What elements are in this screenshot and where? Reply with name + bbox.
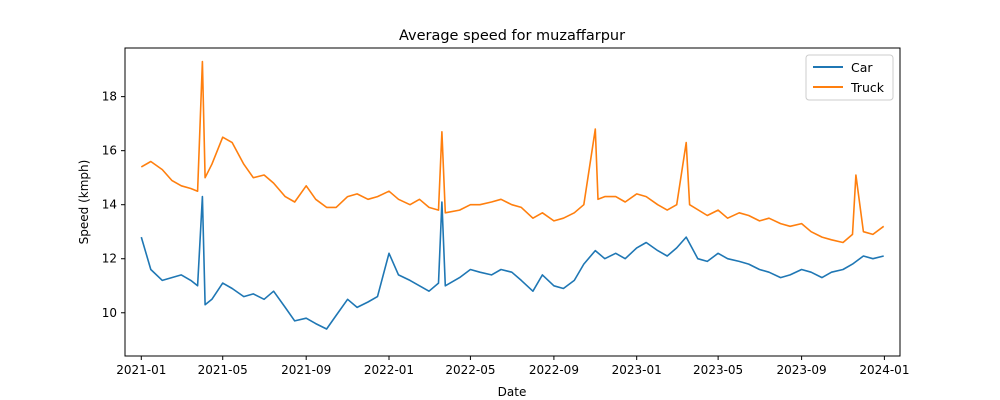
chart-title: Average speed for muzaffarpur (399, 28, 625, 44)
x-axis: 2021-01 2021-05 2021-09 2022-01 2022-05 2022-… (116, 356, 909, 377)
y-tick-label: 12 (102, 252, 117, 266)
x-tick-label: 2021-01 (116, 363, 166, 377)
x-axis-title: Date (498, 385, 527, 399)
series-line-truck (140, 60, 885, 244)
y-axis-title: Speed (kmph) (77, 160, 91, 245)
legend: Car Truck (805, 54, 894, 101)
y-tick-label: 14 (102, 198, 117, 212)
legend-label-truck: Truck (850, 80, 885, 95)
x-tick-label: 2022-05 (445, 363, 495, 377)
x-tick-label: 2021-09 (281, 363, 331, 377)
series-layer (140, 60, 885, 330)
y-tick-label: 16 (102, 144, 117, 158)
plot-frame (124, 47, 901, 357)
y-axis: 10 12 14 16 18 (102, 90, 125, 320)
series-line-car (140, 195, 884, 330)
x-tick-label: 2023-05 (693, 363, 743, 377)
x-tick-label: 2022-09 (529, 363, 579, 377)
x-tick-label: 2022-01 (364, 363, 414, 377)
legend-label-car: Car (851, 60, 873, 75)
x-tick-label: 2024-01 (859, 363, 909, 377)
y-tick-label: 18 (102, 90, 117, 104)
x-tick-label: 2021-05 (198, 363, 248, 377)
y-tick-label: 10 (102, 306, 117, 320)
x-tick-label: 2023-09 (777, 363, 827, 377)
x-tick-label: 2023-01 (612, 363, 662, 377)
